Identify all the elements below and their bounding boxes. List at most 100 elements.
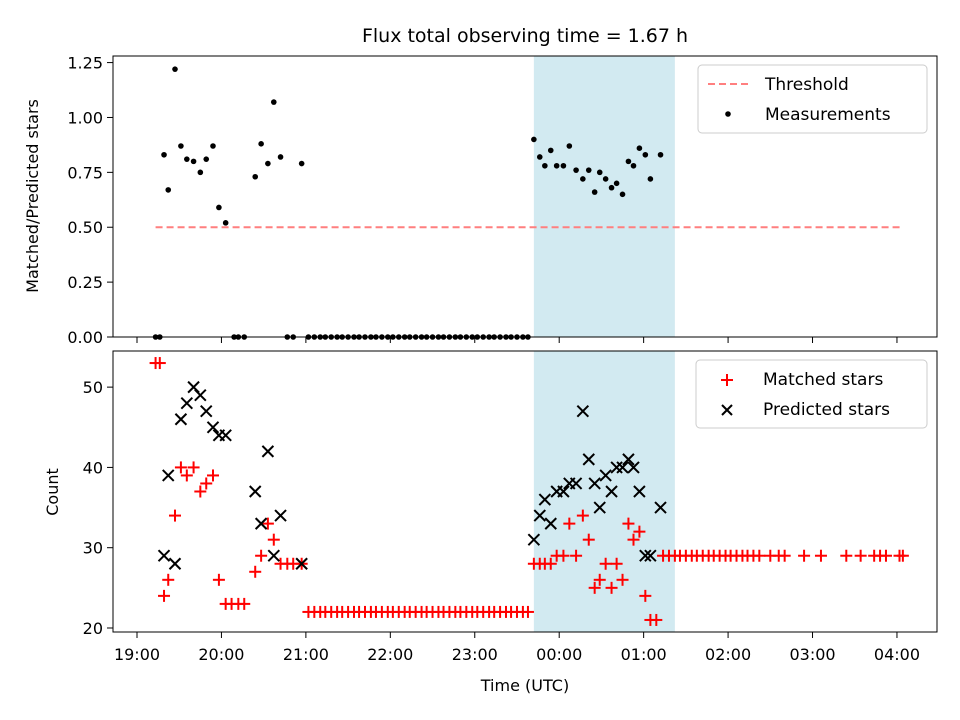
measurement-point [197,169,204,176]
top-axes-frame [112,55,938,338]
matched-point [212,573,225,586]
bottom-panel: 20 30 40 50 19:00 20:00 21:00 22:00 23:00 00:00 0… [43,350,938,695]
measurement-point [613,180,620,187]
matched-point [879,549,892,562]
bottom-y-tick-label: 30 [83,539,103,558]
measurement-point [596,169,603,176]
legend-predicted-label: Predicted stars [763,400,890,420]
predicted-point [533,509,546,522]
matched-point [576,509,589,522]
predicted-point [593,501,606,514]
bottom-legend-box [695,359,928,429]
matched-point [798,549,811,562]
matched-point [588,581,601,594]
measurement-point [178,143,184,149]
matched-point [570,549,583,562]
bottom-axes-frame [112,350,938,633]
matched-point [249,565,262,578]
top-y-tick-label: 0.00 [67,328,103,347]
top-y-ticks: 0.00 0.25 0.50 0.75 1.00 1.25 [67,54,113,347]
matched-point [814,549,827,562]
bottom-x-tick-label: 03:00 [789,645,835,664]
bottom-shaded-region [533,351,675,632]
legend-matched-swatch [721,374,733,386]
predicted-point [588,477,601,490]
matched-point [778,549,791,562]
measurements-series [152,66,664,340]
measurement-point [657,151,664,158]
measurement-point [277,154,284,160]
matched-point [557,549,570,562]
predicted-point [569,477,583,490]
predicted-point [627,461,640,474]
matched-point [622,517,635,530]
predicted-point [582,453,595,466]
matched-point [753,549,766,562]
predicted-point [639,549,652,562]
bottom-x-tick-label: 04:00 [874,645,920,664]
matched-point [605,581,618,594]
measurement-point [591,189,598,195]
legend-measurements-swatch [725,111,731,117]
measurement-point [203,156,210,162]
bottom-y-tick-label: 20 [83,619,103,638]
matched-point [544,557,557,570]
matched-point [255,549,268,562]
predicted-point [576,405,590,418]
measurement-point [216,204,222,211]
matched-point [180,469,193,482]
predicted-point [200,405,213,418]
bottom-x-tick-label: 23:00 [452,645,498,664]
matched-point [840,549,853,562]
legend-threshold-label: Threshold [764,75,849,95]
matched-point [238,597,251,610]
matched-point [582,533,595,546]
top-y-tick-label: 1.25 [67,54,103,73]
matched-point [616,573,629,586]
predicted-point [261,445,275,458]
measurement-point [560,162,567,169]
bottom-x-axis-label: Time (UTC) [480,676,569,695]
predicted-point [206,421,220,434]
predicted-point [157,549,171,562]
measurement-point [619,191,626,198]
top-y-axis-label: Matched/Predicted stars [23,99,42,293]
predicted-point [633,485,646,498]
matched-point [158,589,171,602]
bottom-y-axis-label: Count [43,468,62,516]
bottom-x-tick-label: 20:00 [198,645,244,664]
top-y-tick-label: 0.25 [67,273,103,292]
bottom-x-tick-label: 22:00 [367,645,413,664]
top-panel: 0.00 0.25 0.50 0.75 1.00 1.25 Matched/Predict… [23,54,938,347]
predicted-point [616,461,629,474]
matched-point [633,525,646,538]
predicted-point [194,388,207,402]
bottom-y-tick-label: 50 [83,378,103,397]
matched-point [194,485,207,498]
predicted-point [180,396,194,410]
matched-stars-series [149,357,909,626]
bottom-x-tick-label: 00:00 [536,645,582,664]
predicted-point [644,549,657,562]
measurement-point [542,162,548,169]
predicted-point [174,413,188,426]
top-x-ticks [136,337,898,343]
matched-point [627,533,640,546]
predicted-point [267,549,280,562]
matched-point [593,573,606,586]
measurement-point [172,66,178,72]
measurement-point [184,156,190,162]
bottom-y-tick-label: 40 [83,458,103,477]
measurement-point [531,136,537,143]
predicted-point [249,485,262,498]
measurement-point [630,162,637,169]
matched-point [563,517,576,530]
matched-point [200,477,213,490]
predicted-point [254,517,268,530]
matched-point [168,509,181,522]
predicted-point [622,453,635,466]
measurement-point [636,145,643,152]
measurement-point [553,162,560,169]
predicted-point [274,509,287,522]
measurement-point [625,158,632,165]
